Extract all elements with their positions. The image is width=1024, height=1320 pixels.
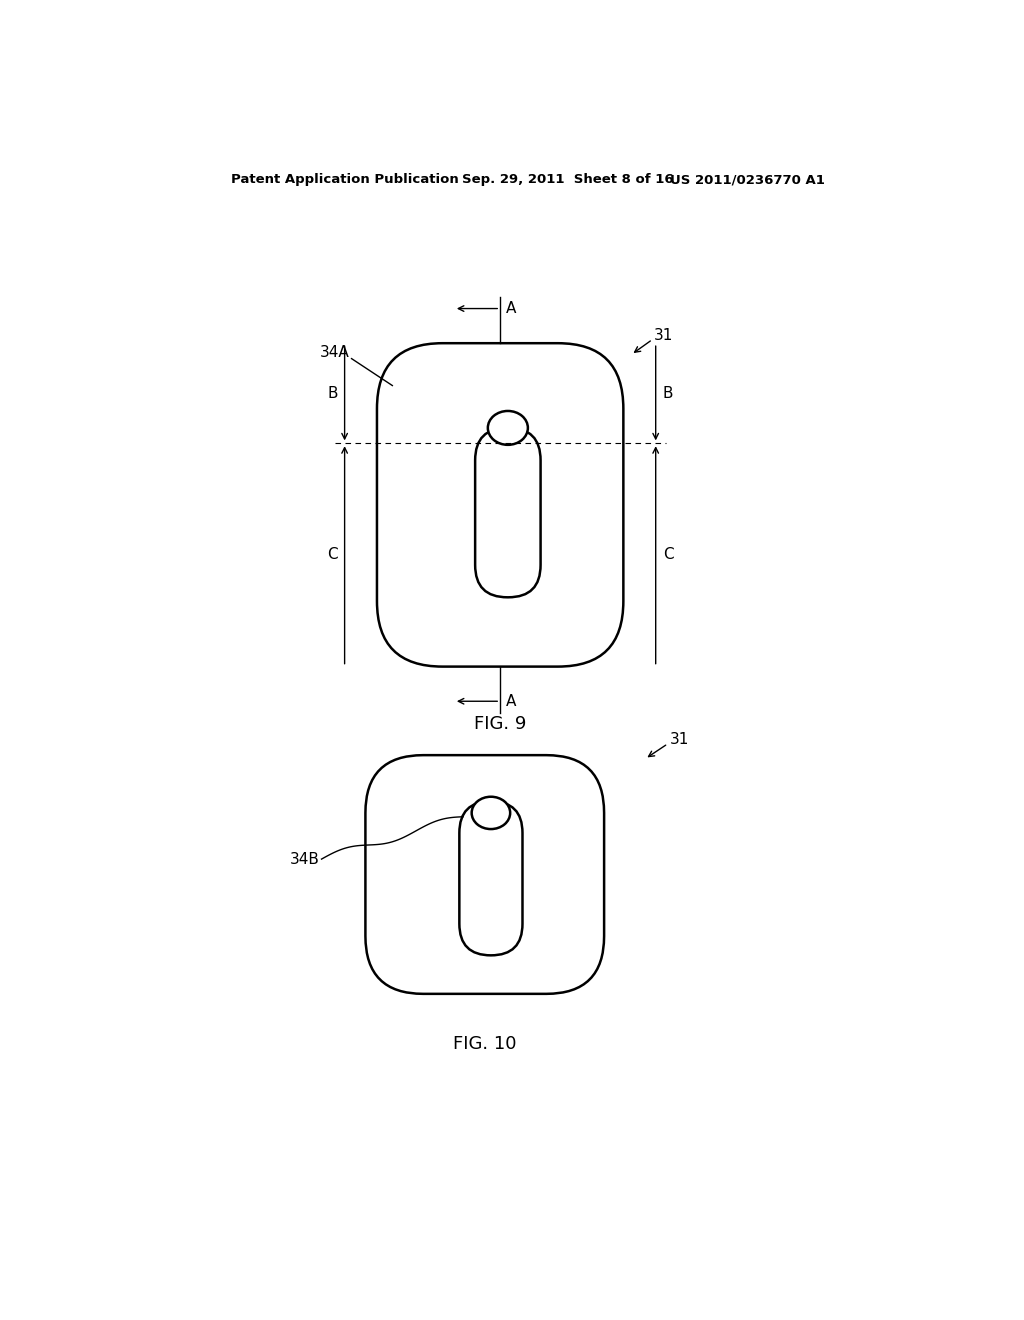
Text: US 2011/0236770 A1: US 2011/0236770 A1 [670, 173, 824, 186]
Text: FIG. 10: FIG. 10 [453, 1035, 516, 1053]
Ellipse shape [487, 411, 528, 445]
Text: C: C [327, 548, 338, 562]
Text: A: A [506, 694, 517, 709]
Text: 34B: 34B [290, 851, 319, 867]
Text: 34A: 34A [321, 345, 350, 360]
Text: B: B [327, 385, 338, 401]
Text: FIG. 9: FIG. 9 [474, 715, 526, 734]
Text: Patent Application Publication: Patent Application Publication [230, 173, 459, 186]
Text: B: B [663, 385, 673, 401]
Ellipse shape [472, 797, 510, 829]
FancyBboxPatch shape [460, 801, 522, 956]
Text: C: C [663, 548, 674, 562]
FancyBboxPatch shape [366, 755, 604, 994]
Text: 31: 31 [670, 733, 689, 747]
Text: 31: 31 [654, 327, 674, 343]
FancyBboxPatch shape [475, 428, 541, 598]
Text: Sep. 29, 2011  Sheet 8 of 16: Sep. 29, 2011 Sheet 8 of 16 [462, 173, 674, 186]
FancyBboxPatch shape [377, 343, 624, 667]
Text: A: A [506, 301, 517, 315]
